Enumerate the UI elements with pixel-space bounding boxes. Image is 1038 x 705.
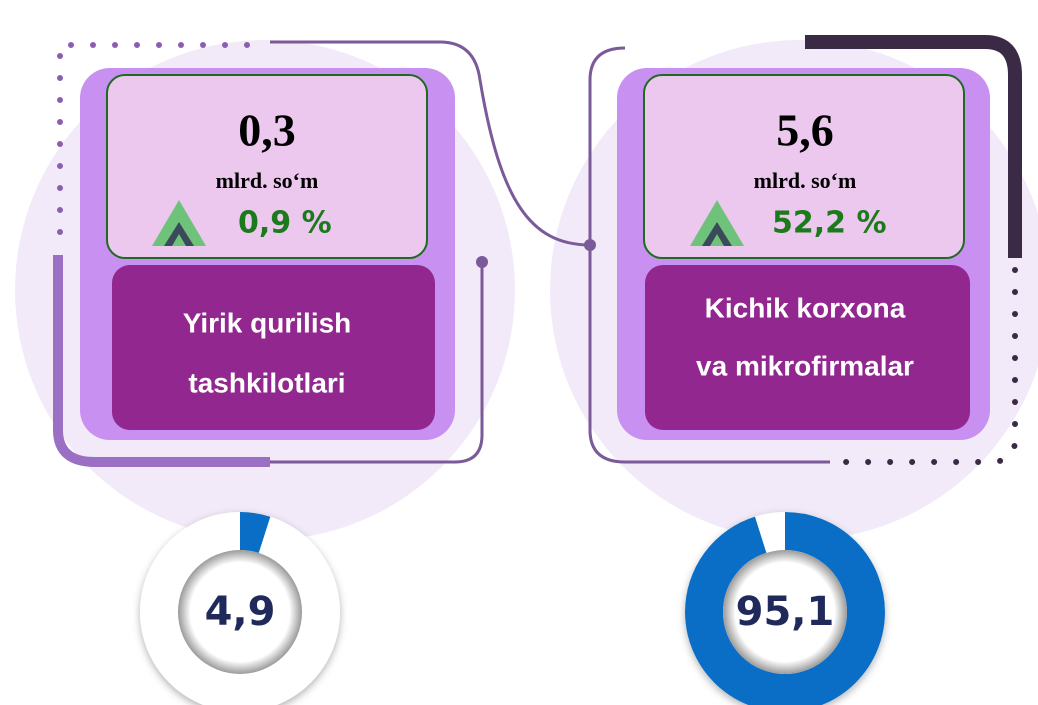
label: Kichik korxona — [705, 292, 906, 323]
unit: mlrd. so‘m — [754, 168, 857, 193]
decor-lines — [53, 35, 1022, 467]
label: va mikrofirmalar — [696, 350, 914, 381]
change: 52,2 % — [772, 206, 887, 241]
donut-hole — [178, 550, 302, 674]
up-icon-inner — [164, 222, 194, 246]
donut-hole — [723, 550, 847, 674]
up-icon-inner — [702, 222, 732, 246]
value: 5,6 — [776, 105, 834, 156]
value-box — [106, 74, 428, 259]
share-label: 95,1 — [736, 589, 835, 635]
donut-arc — [685, 512, 885, 705]
change: 0,9 % — [238, 206, 332, 241]
share-label: 4,9 — [205, 589, 276, 635]
value: 0,3 — [238, 105, 296, 156]
donut-arc — [140, 512, 340, 705]
label: tashkilotlari — [188, 367, 345, 398]
label-box — [112, 265, 435, 430]
unit: mlrd. so‘m — [216, 168, 319, 193]
label-box — [645, 265, 970, 430]
label: Yirik qurilish — [183, 307, 352, 338]
